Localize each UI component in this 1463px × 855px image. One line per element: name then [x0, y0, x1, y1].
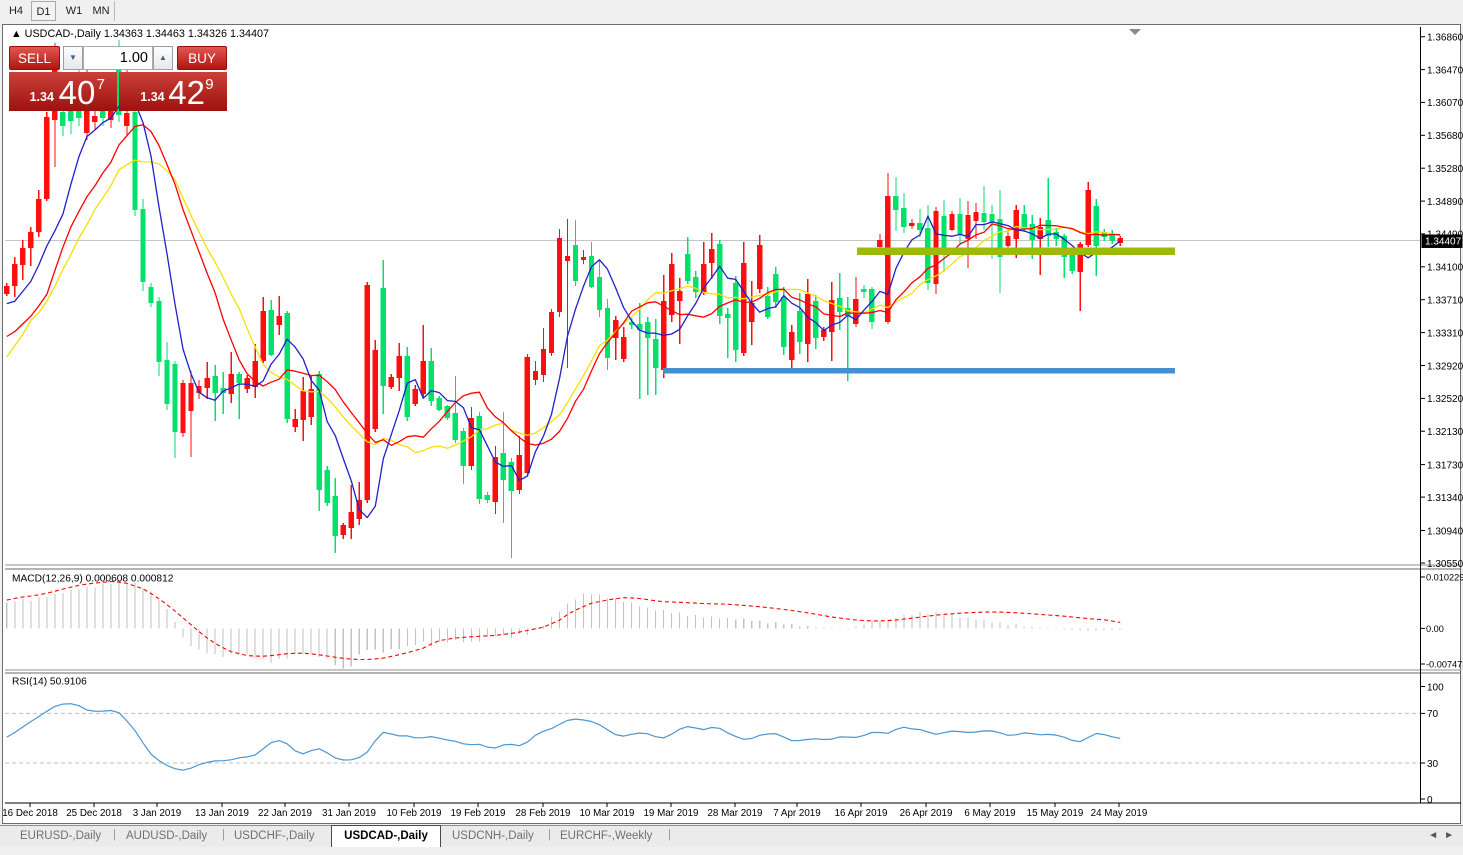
- svg-text:70: 70: [1427, 709, 1439, 720]
- svg-text:22 Jan 2019: 22 Jan 2019: [258, 808, 312, 819]
- svg-text:15 May 2019: 15 May 2019: [1027, 808, 1084, 819]
- svg-text:19 Mar 2019: 19 Mar 2019: [643, 808, 698, 819]
- svg-text:19 Feb 2019: 19 Feb 2019: [450, 808, 505, 819]
- svg-text:1.32520: 1.32520: [1427, 394, 1463, 405]
- svg-text:13 Jan 2019: 13 Jan 2019: [195, 808, 249, 819]
- svg-text:30: 30: [1427, 759, 1439, 770]
- svg-text:10 Feb 2019: 10 Feb 2019: [386, 808, 441, 819]
- svg-text:1.36860: 1.36860: [1427, 33, 1463, 44]
- svg-text:31 Jan 2019: 31 Jan 2019: [322, 808, 376, 819]
- svg-text:3 Jan 2019: 3 Jan 2019: [133, 808, 181, 819]
- svg-text:1.32920: 1.32920: [1427, 361, 1463, 372]
- svg-text:7 Apr 2019: 7 Apr 2019: [773, 808, 820, 819]
- svg-text:16 Dec 2018: 16 Dec 2018: [2, 808, 58, 819]
- svg-text:1.31340: 1.31340: [1427, 493, 1463, 504]
- svg-text:1.33310: 1.33310: [1427, 328, 1463, 339]
- svg-text:0.00: 0.00: [1426, 624, 1444, 634]
- svg-text:28 Feb 2019: 28 Feb 2019: [515, 808, 570, 819]
- svg-text:1.36070: 1.36070: [1427, 98, 1463, 109]
- svg-text:1.31730: 1.31730: [1427, 460, 1463, 471]
- svg-text:26 Apr 2019: 26 Apr 2019: [900, 808, 953, 819]
- svg-text:1.35280: 1.35280: [1427, 164, 1463, 175]
- svg-text:25 Dec 2018: 25 Dec 2018: [66, 808, 122, 819]
- svg-text:1.35680: 1.35680: [1427, 131, 1463, 142]
- svg-text:0.010229: 0.010229: [1426, 573, 1463, 583]
- svg-text:1.33710: 1.33710: [1427, 296, 1463, 307]
- svg-text:0: 0: [1427, 795, 1433, 806]
- svg-text:1.36470: 1.36470: [1427, 65, 1463, 76]
- svg-text:1.30550: 1.30550: [1427, 559, 1463, 570]
- svg-text:6 May 2019: 6 May 2019: [964, 808, 1015, 819]
- svg-text:24 May 2019: 24 May 2019: [1091, 808, 1148, 819]
- svg-text:1.30940: 1.30940: [1427, 526, 1463, 537]
- svg-text:28 Mar 2019: 28 Mar 2019: [707, 808, 762, 819]
- svg-text:RSI(14) 50.9106: RSI(14) 50.9106: [12, 677, 87, 688]
- svg-text:1.34100: 1.34100: [1427, 263, 1463, 274]
- svg-text:16 Apr 2019: 16 Apr 2019: [835, 808, 888, 819]
- svg-text:MACD(12,26,9) 0.000608 0.00081: MACD(12,26,9) 0.000608 0.000812: [12, 574, 174, 585]
- svg-text:100: 100: [1427, 682, 1444, 693]
- svg-text:10 Mar 2019: 10 Mar 2019: [579, 808, 634, 819]
- svg-text:1.34407: 1.34407: [1425, 237, 1462, 248]
- svg-text:1.34890: 1.34890: [1427, 197, 1463, 208]
- svg-text:1.32130: 1.32130: [1427, 427, 1463, 438]
- svg-text:-0.007472: -0.007472: [1426, 660, 1463, 670]
